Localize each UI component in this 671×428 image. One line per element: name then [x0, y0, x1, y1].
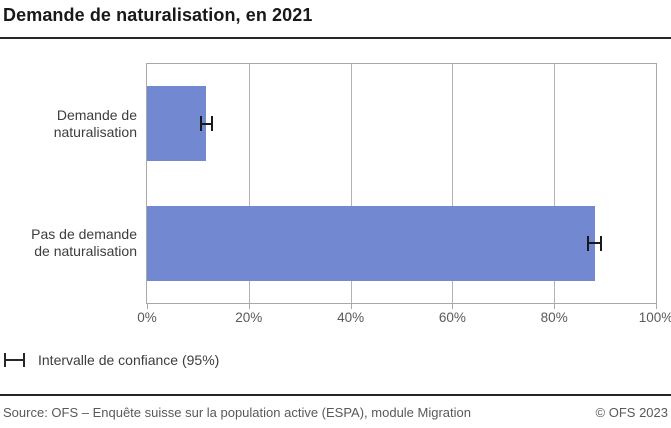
legend-label: Intervalle de confiance (95%) — [38, 352, 220, 368]
axis-tick-label: 40% — [337, 310, 365, 325]
legend: Intervalle de confiance (95%) — [4, 352, 219, 368]
axis-tick — [554, 304, 556, 309]
x-axis: 0% 20% 40% 60% 80% 100% — [0, 310, 671, 328]
confidence-interval — [586, 235, 603, 251]
axis-tick-label: 20% — [235, 310, 263, 325]
title-rule — [0, 37, 671, 39]
axis-tick — [248, 304, 250, 309]
gridline — [452, 64, 454, 303]
category-axis: Demande de naturalisation Pas de demande de… — [0, 64, 137, 303]
axis-tick-label: 80% — [540, 310, 568, 325]
bar — [147, 205, 595, 281]
plot-area — [146, 63, 657, 309]
axis-tick — [452, 304, 454, 309]
category-label: Pas de demande de naturalisation — [31, 226, 137, 260]
chart-title: Demande de naturalisation, en 2021 — [3, 5, 313, 25]
footer-rule — [0, 394, 671, 396]
axis-tick-label: 100% — [638, 310, 671, 325]
axis-tick — [147, 304, 148, 309]
source-note: Source: OFS – Enquête suisse sur la popu… — [3, 405, 471, 420]
footer: Source: OFS – Enquête suisse sur la popu… — [3, 405, 668, 420]
gridline — [350, 64, 352, 303]
gridline — [248, 64, 250, 303]
error-bar-icon — [4, 353, 25, 367]
axis-tick — [656, 304, 657, 309]
gridline — [554, 64, 556, 303]
axis-tick-label: 60% — [438, 310, 466, 325]
confidence-interval — [199, 116, 213, 132]
bar — [147, 86, 206, 162]
axis-tick — [350, 304, 352, 309]
axis-tick-label: 0% — [137, 310, 157, 325]
copyright-note: © OFS 2023 — [595, 405, 668, 420]
category-label: Demande de naturalisation — [53, 106, 137, 140]
